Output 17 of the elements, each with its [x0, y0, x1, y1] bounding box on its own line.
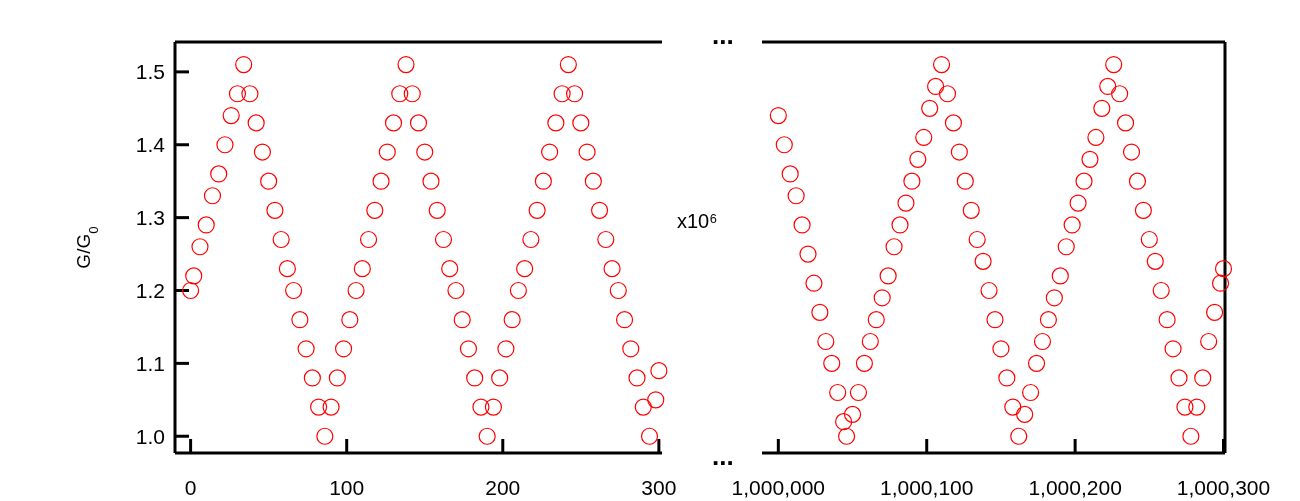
x-tick-label: 1,000,300 — [1176, 476, 1271, 499]
y-tick-label: 1.4 — [135, 133, 166, 157]
y-tick-label: 1.2 — [135, 278, 165, 302]
x-tick-label: 1,000,100 — [880, 476, 974, 499]
x-tick-label: 300 — [641, 476, 677, 499]
x-tick-label: 100 — [329, 476, 365, 499]
text: x10⁶ — [677, 209, 718, 232]
x-tick-label: 1,000,200 — [1028, 476, 1122, 499]
y-tick-label: 1.5 — [135, 60, 165, 84]
x-tick-label: 0 — [184, 476, 197, 499]
y-tick-label: 1.0 — [135, 424, 165, 448]
text: ... — [712, 20, 734, 50]
text: ... — [712, 441, 734, 471]
y-tick-label: 1.3 — [135, 205, 165, 229]
y-tick-label: 1.1 — [135, 351, 165, 375]
x-tick-label: 200 — [485, 476, 521, 499]
x-tick-label: 1,000,000 — [731, 476, 826, 499]
